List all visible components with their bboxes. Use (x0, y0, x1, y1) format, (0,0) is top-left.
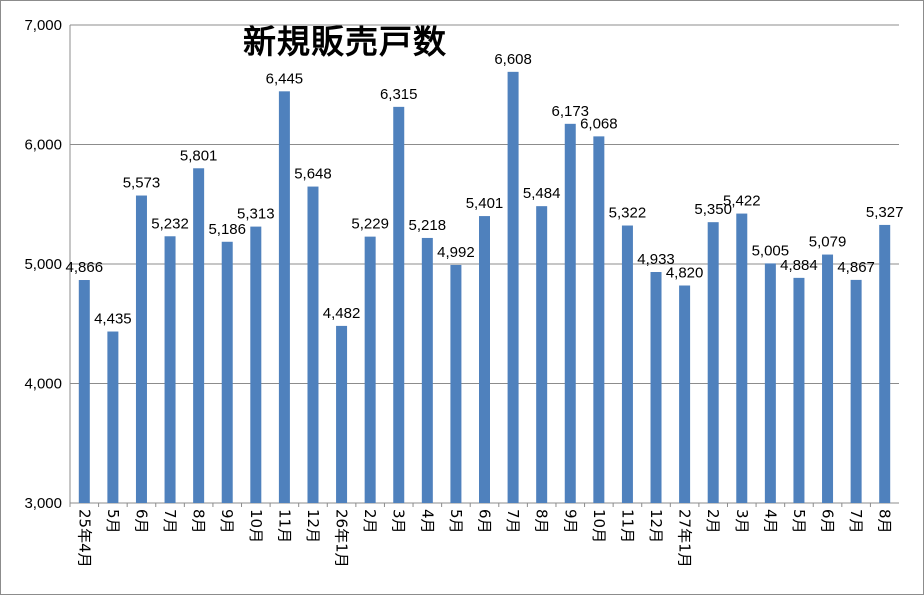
chart-title: 新規販売戸数 (243, 22, 447, 61)
x-tick-label: 5月 (447, 509, 465, 534)
y-tick-label: 5,000 (24, 256, 62, 273)
bar (850, 279, 862, 503)
bar (793, 277, 805, 503)
data-label: 5,327 (866, 204, 904, 221)
data-label: 6,173 (551, 103, 589, 120)
y-tick-label: 4,000 (24, 376, 62, 393)
bar (250, 226, 262, 503)
data-label: 5,401 (466, 195, 504, 212)
x-tick-label: 5月 (790, 509, 808, 534)
data-label: 5,322 (609, 205, 647, 222)
x-tick-label: 11月 (618, 509, 636, 543)
x-tick-label: 10月 (590, 509, 608, 543)
x-tick-label: 25年4月 (75, 509, 93, 568)
bar (336, 325, 348, 503)
bar (621, 225, 633, 503)
data-label: 4,992 (437, 244, 475, 261)
x-tick-label: 6月 (132, 509, 150, 534)
bar (736, 213, 748, 504)
data-label: 6,068 (580, 115, 618, 132)
x-tick-label: 4月 (761, 509, 779, 534)
data-label: 6,608 (494, 51, 532, 68)
data-label: 5,573 (123, 175, 161, 192)
bar (78, 280, 90, 503)
bar (364, 236, 376, 503)
data-label: 6,315 (380, 86, 418, 103)
data-label: 4,866 (66, 259, 104, 276)
x-tick-label: 3月 (390, 509, 408, 534)
data-label: 4,867 (837, 259, 875, 276)
data-label: 5,313 (237, 206, 275, 223)
data-label: 4,820 (666, 265, 704, 282)
data-label: 5,079 (809, 234, 847, 251)
data-label: 5,232 (151, 215, 189, 232)
bar (507, 71, 519, 504)
x-tick-label: 6月 (476, 509, 494, 534)
data-label: 5,186 (208, 221, 246, 238)
bar (393, 106, 405, 504)
x-tick-label: 7月 (847, 509, 865, 534)
data-label: 5,484 (523, 185, 561, 202)
y-tick-label: 6,000 (24, 137, 62, 154)
bar (107, 331, 119, 503)
data-label: 4,933 (637, 251, 675, 268)
bar (278, 91, 290, 503)
bar (564, 123, 576, 503)
data-label: 4,435 (94, 311, 132, 328)
x-tick-label: 7月 (504, 509, 522, 534)
bar (421, 237, 433, 503)
data-label: 6,445 (266, 70, 304, 87)
x-tick-label: 9月 (561, 509, 579, 534)
bar (650, 272, 662, 503)
bar (679, 285, 691, 503)
bar (707, 222, 719, 504)
x-tick-label: 8月 (533, 509, 551, 534)
bar (764, 263, 776, 503)
data-label: 4,884 (780, 257, 818, 274)
data-label: 5,801 (180, 147, 218, 164)
x-tick-label: 4月 (418, 509, 436, 534)
bar (450, 264, 462, 503)
bar (221, 241, 233, 503)
x-tick-label: 12月 (647, 509, 665, 543)
bar (193, 168, 205, 503)
x-tick-label: 7月 (161, 509, 179, 534)
x-tick-label: 8月 (876, 509, 894, 534)
data-label: 5,005 (752, 242, 790, 259)
x-tick-label: 2月 (361, 509, 379, 534)
x-tick-label: 8月 (190, 509, 208, 534)
data-label: 5,218 (409, 217, 447, 234)
x-tick-label: 5月 (104, 509, 122, 534)
x-tick-label: 3月 (733, 509, 751, 534)
x-tick-label: 27年1月 (676, 509, 694, 568)
data-label: 5,648 (294, 166, 332, 183)
bar (479, 216, 490, 503)
bar (164, 236, 176, 503)
x-tick-label: 10月 (247, 509, 265, 543)
bar (879, 224, 891, 503)
data-label: 5,350 (694, 201, 732, 218)
x-tick-label: 9月 (218, 509, 236, 534)
x-tick-label: 6月 (819, 509, 837, 534)
y-tick-label: 7,000 (24, 17, 62, 34)
data-label: 5,229 (351, 216, 389, 233)
bar (307, 186, 319, 503)
bar (593, 136, 605, 503)
y-tick-label: 3,000 (24, 495, 62, 512)
bar (536, 206, 548, 504)
bar (822, 254, 834, 503)
data-label: 4,482 (323, 305, 361, 322)
x-tick-label: 2月 (704, 509, 722, 534)
data-label: 5,422 (723, 193, 761, 210)
x-tick-label: 26年1月 (333, 509, 351, 568)
x-tick-label: 12月 (304, 509, 322, 543)
bar (135, 195, 147, 504)
x-tick-label: 11月 (275, 509, 293, 543)
